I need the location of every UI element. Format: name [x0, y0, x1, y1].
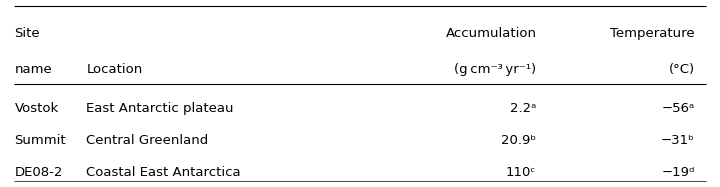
Text: DE08-2: DE08-2: [14, 165, 63, 179]
Text: −31ᵇ: −31ᵇ: [661, 134, 695, 147]
Text: Central Greenland: Central Greenland: [86, 134, 209, 147]
Text: (°C): (°C): [669, 63, 695, 76]
Text: 110ᶜ: 110ᶜ: [506, 165, 536, 179]
Text: 20.9ᵇ: 20.9ᵇ: [501, 134, 536, 147]
Text: Coastal East Antarctica: Coastal East Antarctica: [86, 165, 241, 179]
Text: −19ᵈ: −19ᵈ: [661, 165, 695, 179]
Text: name: name: [14, 63, 52, 76]
Text: 2.2ᵃ: 2.2ᵃ: [510, 102, 536, 115]
Text: East Antarctic plateau: East Antarctic plateau: [86, 102, 234, 115]
Text: Site: Site: [14, 27, 40, 40]
Text: Location: Location: [86, 63, 143, 76]
Text: (g cm⁻³ yr⁻¹): (g cm⁻³ yr⁻¹): [454, 63, 536, 76]
Text: Accumulation: Accumulation: [446, 27, 536, 40]
Text: Summit: Summit: [14, 134, 66, 147]
Text: Vostok: Vostok: [14, 102, 58, 115]
Text: −56ᵃ: −56ᵃ: [662, 102, 695, 115]
Text: Temperature: Temperature: [610, 27, 695, 40]
